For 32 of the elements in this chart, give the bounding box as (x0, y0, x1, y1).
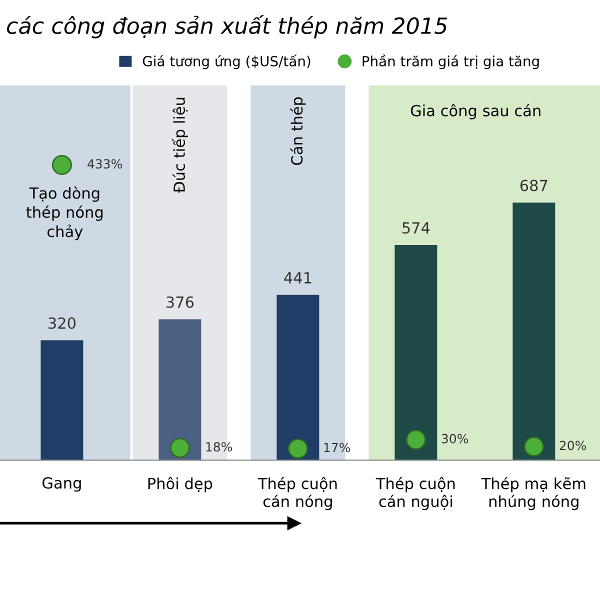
x-tick-label: Thép mạ kẽm nhúng nóng (481, 476, 586, 510)
data-label: 376 (166, 296, 194, 308)
x-tick-label: Gang (42, 477, 81, 492)
data-label: 18% (206, 442, 232, 452)
data-label: 433% (88, 159, 122, 169)
data-label: 17% (324, 442, 350, 452)
x-tick-label: Thép cuộn cán nguội (376, 476, 455, 510)
bar (40, 340, 84, 460)
bar (158, 319, 202, 460)
band-label: Đúc tiếp liệu (172, 98, 188, 193)
data-label: 687 (520, 180, 548, 192)
x-tick-label: Thép cuộn cán nóng (258, 476, 337, 510)
data-label: 30% (442, 434, 468, 444)
point (524, 436, 544, 457)
data-label: 20% (560, 440, 586, 450)
band-label: Tạo dòng thép nóng chảy (26, 186, 103, 240)
legend-label: Phần trăm giá trị gia tăng (362, 54, 539, 70)
point (52, 154, 72, 175)
data-label: 441 (284, 272, 312, 284)
band-label: Cán thép (290, 97, 306, 165)
bar (394, 244, 438, 460)
chart-title: các công đoạn sản xuất thép năm 2015 (7, 15, 448, 38)
legend-label: Giá tương ứng ($US/tấn) (142, 54, 310, 70)
bar (512, 202, 556, 460)
point (170, 438, 190, 458)
x-tick-label: Phôi dẹp (148, 476, 212, 492)
data-label: 320 (48, 317, 76, 329)
point (288, 438, 308, 459)
point (406, 430, 426, 450)
data-label: 574 (402, 222, 430, 234)
band-label: Gia công sau cán (410, 104, 540, 120)
bar (276, 294, 320, 460)
